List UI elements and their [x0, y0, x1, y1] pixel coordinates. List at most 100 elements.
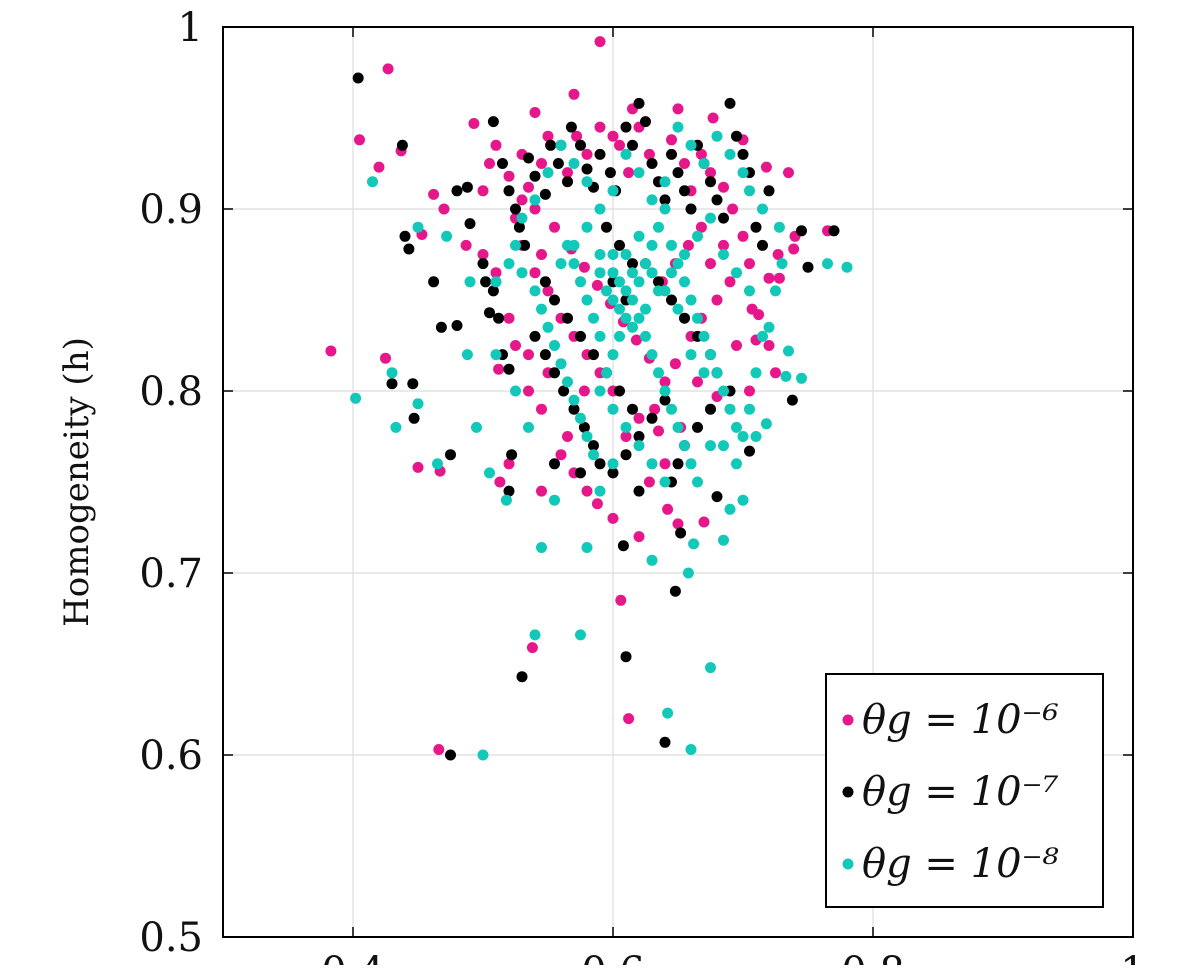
data-point [529, 107, 541, 118]
data-point [464, 276, 476, 288]
data-point [325, 345, 337, 357]
data-point [685, 744, 697, 755]
data-point [494, 476, 506, 488]
data-point [539, 188, 551, 200]
data-point [562, 176, 573, 188]
data-point [588, 440, 599, 452]
data-point [477, 258, 489, 270]
data-point [666, 294, 677, 306]
data-point [615, 594, 627, 606]
data-point [460, 239, 472, 251]
data-point [666, 267, 677, 279]
data-point [523, 421, 534, 433]
x-tick-label: 0.8 [841, 949, 905, 965]
data-point [724, 276, 736, 288]
data-point [536, 249, 547, 260]
data-point [581, 176, 593, 188]
data-point [568, 258, 580, 270]
data-point [711, 194, 723, 206]
data-point [503, 170, 515, 182]
data-point [695, 221, 707, 233]
y-tick-label: 1 [178, 5, 203, 51]
data-point [510, 239, 521, 251]
data-point [744, 403, 755, 415]
data-point [562, 431, 573, 442]
data-point [539, 349, 551, 361]
data-point [552, 158, 564, 169]
data-point [705, 349, 716, 361]
data-point [640, 116, 651, 128]
data-point [555, 139, 567, 151]
data-point [744, 385, 755, 397]
data-point [575, 139, 586, 151]
data-point [802, 261, 814, 273]
data-point [386, 378, 398, 390]
data-point [607, 249, 619, 260]
data-point [386, 367, 398, 379]
data-point [490, 276, 502, 288]
data-point [718, 440, 729, 452]
data-point [484, 158, 495, 169]
data-point [679, 158, 690, 169]
data-point [542, 321, 554, 333]
data-point [653, 221, 664, 233]
data-point [529, 194, 541, 206]
data-point [471, 421, 482, 433]
data-point [614, 239, 625, 251]
data-point [477, 185, 489, 197]
data-point [477, 749, 489, 761]
data-point [408, 412, 420, 424]
data-point [555, 358, 567, 370]
data-point [718, 385, 729, 397]
data-point [772, 249, 784, 260]
series-3 [350, 121, 853, 761]
data-point [685, 458, 697, 470]
data-point [692, 376, 703, 388]
data-point [516, 267, 528, 279]
x-tick-label: 0.4 [321, 949, 385, 965]
data-point [529, 267, 541, 279]
data-point [620, 249, 632, 260]
data-point [382, 63, 394, 75]
data-point [724, 97, 736, 109]
data-point [841, 261, 853, 273]
data-point [581, 221, 593, 233]
data-point [568, 88, 580, 100]
data-point [796, 372, 807, 384]
data-point [568, 158, 580, 169]
legend-label: θg = 10⁻⁷ [862, 769, 1059, 815]
data-point [718, 212, 729, 224]
data-point [565, 121, 577, 133]
data-point [493, 363, 505, 375]
data-point [568, 403, 580, 415]
data-point [607, 403, 619, 415]
data-point [604, 167, 616, 179]
data-point [679, 276, 690, 288]
data-point [737, 431, 749, 442]
data-point [711, 294, 723, 306]
data-point [477, 249, 489, 260]
data-point [672, 121, 684, 133]
data-point [646, 412, 658, 424]
data-point [692, 230, 703, 242]
data-point [497, 158, 508, 169]
data-point [407, 378, 419, 390]
legend-marker [842, 714, 854, 726]
data-point [692, 312, 703, 324]
data-point [659, 203, 671, 215]
data-point [653, 367, 664, 379]
data-point [737, 148, 749, 160]
data-point [672, 458, 684, 470]
data-point [529, 203, 541, 215]
data-point [591, 279, 603, 291]
data-point [711, 367, 723, 379]
data-point [367, 176, 378, 188]
data-point [614, 385, 625, 397]
data-point [672, 421, 684, 433]
data-point [633, 230, 645, 242]
data-point [594, 267, 606, 279]
data-point [770, 285, 781, 297]
data-point [503, 363, 515, 375]
legend-box [825, 673, 1104, 908]
